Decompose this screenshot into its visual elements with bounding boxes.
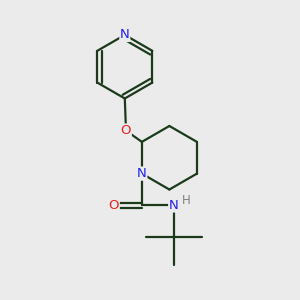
Text: O: O [121,124,131,137]
Text: O: O [109,199,119,212]
Text: N: N [120,28,130,41]
Text: N: N [169,199,178,212]
Text: N: N [137,167,147,180]
Text: H: H [182,194,191,207]
